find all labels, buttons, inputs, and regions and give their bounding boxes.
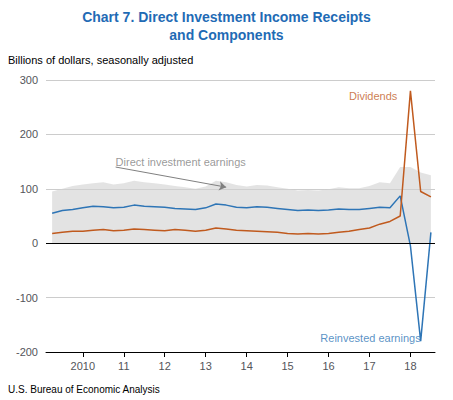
svg-text:12: 12 <box>159 360 171 372</box>
svg-text:2010: 2010 <box>71 360 95 372</box>
svg-text:Direct investment earnings: Direct investment earnings <box>116 156 247 168</box>
svg-text:15: 15 <box>281 360 293 372</box>
svg-text:-100: -100 <box>16 292 38 304</box>
svg-text:0: 0 <box>32 237 38 249</box>
svg-text:11: 11 <box>118 360 129 372</box>
svg-text:-200: -200 <box>16 346 38 358</box>
svg-text:Reinvested earnings: Reinvested earnings <box>320 332 421 344</box>
svg-text:100: 100 <box>20 183 38 195</box>
svg-text:Chart 7. Direct Investment Inc: Chart 7. Direct Investment Income Receip… <box>82 9 371 25</box>
svg-text:13: 13 <box>200 360 212 372</box>
svg-text:and Components: and Components <box>169 27 284 43</box>
svg-text:200: 200 <box>20 128 38 140</box>
svg-text:16: 16 <box>322 360 334 372</box>
svg-text:17: 17 <box>363 360 375 372</box>
svg-text:Billions of dollars, seasonall: Billions of dollars, seasonally adjusted <box>8 54 193 66</box>
svg-text:14: 14 <box>241 360 253 372</box>
svg-text:18: 18 <box>404 360 416 372</box>
svg-text:Dividends: Dividends <box>349 90 398 102</box>
svg-text:U.S. Bureau of Economic Analys: U.S. Bureau of Economic Analysis <box>8 384 160 395</box>
svg-text:300: 300 <box>20 74 38 86</box>
